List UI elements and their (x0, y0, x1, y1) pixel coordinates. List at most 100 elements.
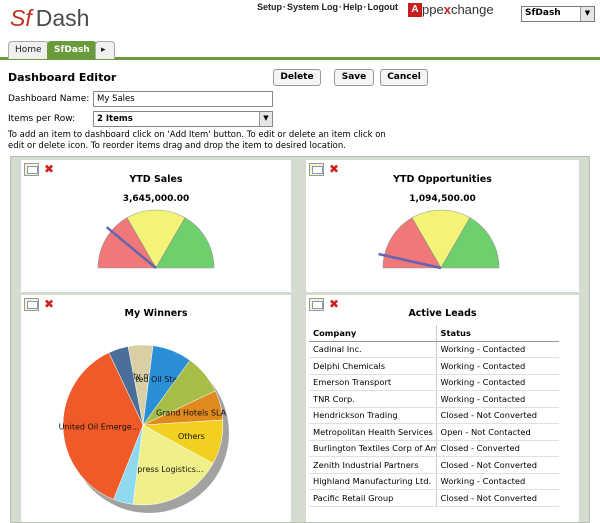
help-text: To add an item to dashboard click on 'Ad… (8, 130, 386, 151)
table-row: Delphi Chemicals Working - Contacted (309, 357, 559, 375)
pie-slice (132, 424, 214, 506)
status-cell: Working - Contacted (436, 357, 559, 375)
appexchange-word: ppexchange (422, 2, 494, 17)
tab-more[interactable]: ▸ (95, 41, 115, 59)
table-row: Emerson Transport Working - Contacted (309, 374, 559, 391)
setup-link[interactable]: Setup (257, 2, 283, 12)
company-cell: Pacific Retail Group (309, 489, 437, 507)
item-toolbar: ✖ (309, 163, 341, 176)
item-toolbar: ✖ (24, 163, 56, 176)
pie-slice (62, 352, 144, 500)
status-cell: Open - Not Contacted (436, 423, 559, 441)
save-button[interactable]: Save (334, 69, 374, 86)
table-row: Burlington Textiles Corp of AmericaClose… (309, 440, 559, 457)
company-cell: Highland Manufacturing Ltd. (309, 473, 437, 490)
pie-slice-label: Others (178, 432, 205, 441)
cancel-button[interactable]: Cancel (380, 69, 428, 86)
pie-slice-label: United Oil Emerge... (59, 422, 140, 431)
edit-icon[interactable] (309, 163, 324, 176)
company-cell: Burlington Textiles Corp of America (309, 440, 437, 457)
delete-icon[interactable]: ✖ (43, 162, 55, 176)
column-header-company[interactable]: Company (309, 325, 437, 342)
dashboard-canvas: ✖ YTD Sales 3,645,000.00 ✖ YTD Opportuni… (10, 156, 590, 523)
table-row: TNR Corp. Working - Contacted (309, 390, 559, 408)
table-row: Zenith Industrial Partners Closed - Not C… (309, 456, 559, 474)
delete-icon[interactable]: ✖ (43, 297, 55, 311)
gauge-band-red (382, 217, 442, 269)
column-header-status[interactable]: Status (436, 325, 559, 342)
table-row: Metropolitan Health Services Open - Not C… (309, 423, 559, 441)
delete-icon[interactable]: ✖ (328, 297, 340, 311)
dashboard-item-ytd-sales[interactable]: ✖ YTD Sales 3,645,000.00 (21, 160, 291, 292)
delete-button[interactable]: Delete (273, 69, 321, 86)
dashboard-name-input[interactable]: My Sales (93, 91, 273, 107)
top-links: Setup·System Log·Help·Logout (257, 2, 399, 12)
company-cell: Hendrickson Trading (309, 407, 437, 424)
gauge-band-green (155, 217, 215, 269)
table-header-row: Company Status (309, 325, 559, 342)
pie-slice-label: Express Logistics... (128, 465, 204, 474)
tab-sfdash[interactable]: SfDash (47, 41, 97, 59)
status-cell: Closed - Not Converted (436, 456, 559, 474)
items-per-row-select[interactable]: 2 Items ▼ (93, 111, 273, 127)
company-cell: Emerson Transport (309, 374, 437, 391)
items-per-row-value: 2 Items (97, 114, 133, 124)
edit-icon[interactable] (24, 298, 39, 311)
status-cell: Working - Contacted (436, 341, 559, 358)
gauge-chart (97, 209, 215, 269)
edit-icon[interactable] (309, 298, 324, 311)
item-toolbar: ✖ (309, 298, 341, 311)
delete-icon[interactable]: ✖ (328, 162, 340, 176)
gauge-band-yellow (126, 209, 186, 269)
logo-sf: Sf (10, 5, 32, 31)
status-cell: Closed - Not Converted (436, 407, 559, 424)
app-selector[interactable]: SfDash ▼ (521, 6, 595, 22)
company-cell: Metropolitan Health Services (309, 423, 437, 441)
item-toolbar: ✖ (24, 298, 56, 311)
app-selector-value: SfDash (525, 8, 561, 18)
dashboard-item-my-winners[interactable]: ✖ My Winners University of AZ SLA United … (21, 295, 291, 522)
chevron-down-icon: ▼ (259, 112, 272, 126)
tab-bar: Home SfDash ▸ (0, 40, 600, 60)
page-title: Dashboard Editor (8, 71, 117, 84)
leads-table: Company Status Cadinal Inc. Working - Con… (309, 325, 559, 507)
table-row: Hendrickson Trading Closed - Not Converte… (309, 407, 559, 424)
company-cell: TNR Corp. (309, 390, 437, 408)
chart-title: YTD Opportunities (393, 174, 492, 185)
status-cell: Working - Contacted (436, 473, 559, 490)
gauge-band-green (440, 217, 500, 269)
gauge-chart (378, 209, 500, 270)
dashboard-name-label: Dashboard Name: (8, 94, 90, 104)
pie-slice-label: University of AZ SLA (101, 371, 183, 380)
status-cell: Working - Contacted (436, 390, 559, 408)
edit-icon[interactable] (24, 163, 39, 176)
chart-title: Active Leads (408, 308, 477, 319)
table-row: Cadinal Inc. Working - Contacted (309, 341, 559, 358)
dashboard-item-ytd-opportunities[interactable]: ✖ YTD Opportunities 1,094,500.00 (306, 160, 579, 292)
table-row: Pacific Retail Group Closed - Not Convert… (309, 489, 559, 507)
company-cell: Cadinal Inc. (309, 341, 437, 358)
help-link[interactable]: Help (343, 2, 363, 12)
app-logo[interactable]: Sf Dash (10, 5, 89, 32)
company-cell: Delphi Chemicals (309, 357, 437, 375)
gauge-band-yellow (411, 209, 471, 269)
status-cell: Closed - Converted (436, 440, 559, 457)
pie-slice (108, 346, 144, 426)
gauge-needle (105, 226, 157, 269)
items-per-row-label: Items per Row: (8, 114, 76, 124)
status-cell: Working - Contacted (436, 374, 559, 391)
status-cell: Closed - Not Converted (436, 489, 559, 507)
chart-title: YTD Sales (129, 174, 183, 185)
chart-title: My Winners (124, 308, 188, 319)
pie-slice-label: United Oil Standb... (122, 375, 200, 384)
table-row: Highland Manufacturing Ltd. Working - Con… (309, 473, 559, 490)
appexchange-badge: A (408, 2, 422, 17)
tab-home[interactable]: Home (8, 41, 49, 59)
company-cell: Zenith Industrial Partners (309, 456, 437, 474)
system-log-link[interactable]: System Log (287, 2, 339, 12)
dashboard-item-active-leads[interactable]: ✖ Active Leads Company Status Cadinal In… (306, 295, 579, 522)
logout-link[interactable]: Logout (367, 2, 399, 12)
